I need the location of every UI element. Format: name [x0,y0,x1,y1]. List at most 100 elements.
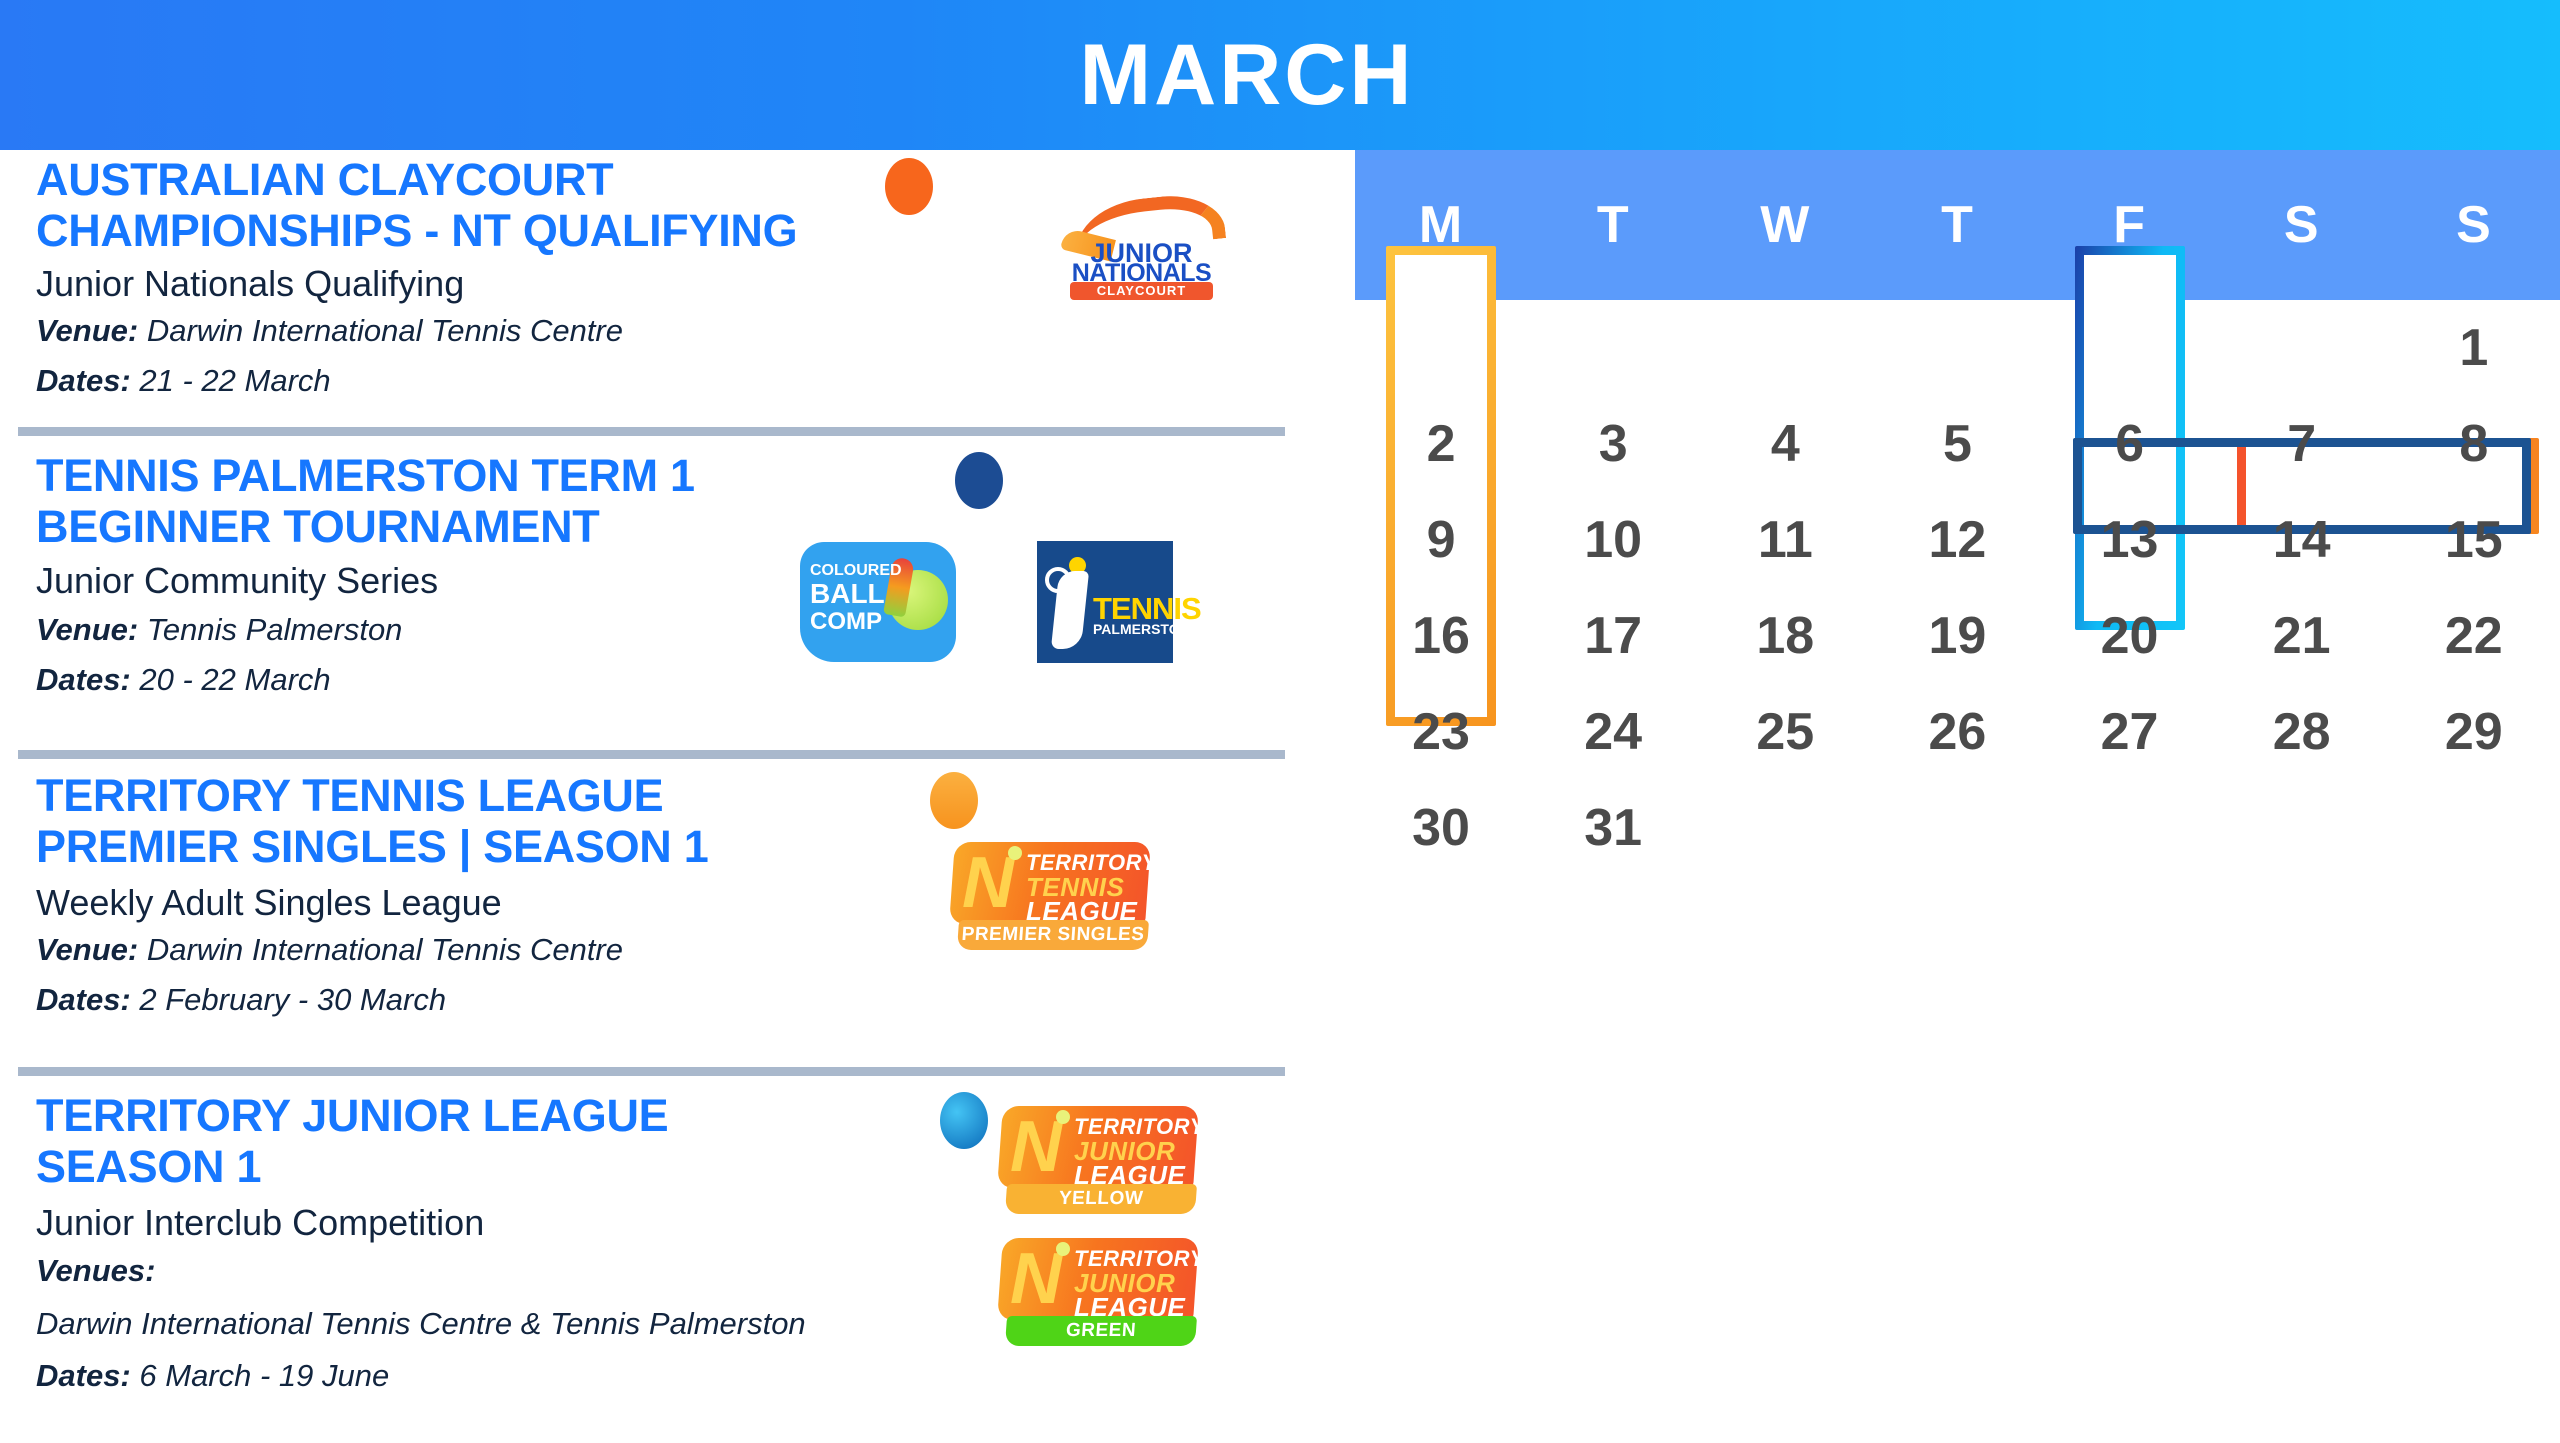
calendar-day-9[interactable]: 9 [1426,511,1456,569]
calendar-day-25[interactable]: 25 [1756,703,1815,761]
calendar-day-6[interactable]: 6 [2115,415,2145,473]
event-divider [18,427,1285,436]
calendar-day-29[interactable]: 29 [2444,703,2503,761]
calendar-day-10[interactable]: 10 [1584,511,1643,569]
ball-dot-graphic [1056,1110,1070,1124]
day-header-saturday: S [2283,196,2320,254]
calendar-day-1[interactable]: 1 [2459,319,2489,377]
calendar-day-31[interactable]: 31 [1584,799,1643,857]
calendar-day-empty [2388,780,2560,876]
dates-label: Dates: [36,1358,131,1393]
calendar-day-empty [2216,780,2388,876]
event-venue-line: Venue: Tennis Palmerston [36,612,402,648]
venue-label: Venues: [36,1253,156,1288]
logo-line-2: PALMERSTON [1093,621,1190,637]
logo-line-1: TENNIS [1093,591,1202,626]
event-venue-value-line: Darwin International Tennis Centre & Ten… [36,1306,806,1342]
n-letter-graphic: N [962,843,1014,923]
day-header-sunday: S [2456,196,2492,254]
calendar-day-empty [1871,300,2043,396]
logo-ribbon: CLAYCOURT [1070,282,1213,300]
tennis-ball-icon [940,1092,988,1149]
calendar-day-26[interactable]: 26 [1928,703,1987,761]
junior-nationals-claycourt-logo: JUNIOR NATIONALS CLAYCOURT [1054,190,1229,300]
calendar-day-27[interactable]: 27 [2100,703,2159,761]
logo-line-2: JUNIOR [1074,1136,1176,1166]
calendar-day-3[interactable]: 3 [1598,415,1628,473]
calendar-day-empty [1699,780,1871,876]
calendar-day-18[interactable]: 18 [1756,607,1815,665]
venue-label: Venue: [36,313,139,348]
month-banner: MARCH [0,0,2560,150]
day-header-friday: F [2113,196,2147,254]
logo-line-3: COMP [810,608,882,635]
venue-value: Darwin International Tennis Centre [146,313,623,348]
calendar-day-24[interactable]: 24 [1584,703,1643,761]
calendar-day-empty [2216,300,2388,396]
calendar-day-23[interactable]: 23 [1412,703,1470,761]
dates-value: 6 March - 19 June [139,1358,390,1393]
event-divider [18,750,1285,759]
calendar-day-19[interactable]: 19 [1928,607,1987,665]
territory-junior-league-yellow-logo: N TERRITORY JUNIOR LEAGUE YELLOW [997,1106,1204,1218]
calendar: M T W T F S S 1 2 3 4 [1355,150,2560,1443]
calendar-day-21[interactable]: 21 [2272,607,2331,665]
tennis-ball-icon [955,452,1003,509]
tennis-ball-icon [930,772,978,829]
calendar-day-8[interactable]: 8 [2459,415,2489,473]
calendar-day-4[interactable]: 4 [1770,415,1800,473]
event-divider [18,1067,1285,1076]
calendar-day-13[interactable]: 13 [2100,511,2159,569]
dates-label: Dates: [36,982,131,1017]
dates-label: Dates: [36,662,131,697]
calendar-day-11[interactable]: 11 [1757,511,1813,569]
logo-line-1: JUNIOR [1090,238,1193,268]
dates-value: 20 - 22 March [139,662,331,697]
calendar-day-17[interactable]: 17 [1584,607,1643,665]
calendar-day-16[interactable]: 16 [1412,607,1470,665]
event-dates-line: Dates: 20 - 22 March [36,662,331,698]
day-header-wednesday: W [1760,196,1811,254]
event-card-territory-tennis-league[interactable]: TERRITORY TENNIS LEAGUE PREMIER SINGLES … [0,770,1345,1060]
ball-dot-graphic [1056,1242,1070,1256]
highlight-20-22-navy [2072,438,2531,534]
tennis-ball-icon [885,158,933,215]
ball-dot-graphic [1069,557,1086,574]
calendar-grid: 1 2 3 4 5 6 7 8 9 10 11 12 13 14 15 16 1… [1355,300,2560,876]
event-title: TENNIS PALMERSTON TERM 1 BEGINNER TOURNA… [36,450,695,552]
calendar-day-14[interactable]: 14 [2272,511,2331,569]
event-card-tennis-palmerston-term1[interactable]: TENNIS PALMERSTON TERM 1 BEGINNER TOURNA… [0,450,1345,720]
day-header-monday: M [1418,196,1464,254]
event-dates-line: Dates: 2 February - 30 March [36,982,446,1018]
event-card-territory-junior-league[interactable]: TERRITORY JUNIOR LEAGUE SEASON 1 Junior … [0,1090,1345,1440]
calendar-day-empty [2044,300,2216,396]
calendar-day-empty [2044,780,2216,876]
calendar-day-5[interactable]: 5 [1942,415,1972,473]
calendar-day-empty [1871,780,2043,876]
venue-value: Darwin International Tennis Centre & Ten… [36,1306,806,1341]
calendar-day-headers: M T W T F S S [1355,150,2560,300]
calendar-day-12[interactable]: 12 [1928,511,1987,569]
page-title: MARCH [1079,27,1415,123]
calendar-day-20[interactable]: 20 [2100,607,2159,665]
event-title: TERRITORY TENNIS LEAGUE PREMIER SINGLES … [36,770,709,872]
event-title: TERRITORY JUNIOR LEAGUE SEASON 1 [36,1090,669,1192]
calendar-day-15[interactable]: 15 [2444,511,2503,569]
calendar-day-22[interactable]: 22 [2444,607,2503,665]
calendar-day-30[interactable]: 30 [1412,799,1470,857]
event-card-australian-claycourt[interactable]: AUSTRALIAN CLAYCOURT CHAMPIONSHIPS - NT … [0,150,1345,420]
calendar-day-28[interactable]: 28 [2272,703,2331,761]
calendar-day-7[interactable]: 7 [2287,415,2317,473]
day-header-tuesday: T [1596,196,1630,254]
ball-dot-graphic [1008,846,1022,860]
logo-line-2: JUNIOR [1074,1268,1176,1298]
logo-line-1: COLOURED [810,562,902,579]
day-header-thursday: T [1941,196,1974,254]
event-venue-line: Venue: Darwin International Tennis Centr… [36,313,623,349]
calendar-day-2[interactable]: 2 [1426,415,1456,473]
event-dates-line: Dates: 21 - 22 March [36,363,331,399]
logo-ribbon: GREEN [1004,1316,1198,1346]
event-subtitle: Junior Interclub Competition [36,1202,485,1243]
event-dates-line: Dates: 6 March - 19 June [36,1358,389,1394]
